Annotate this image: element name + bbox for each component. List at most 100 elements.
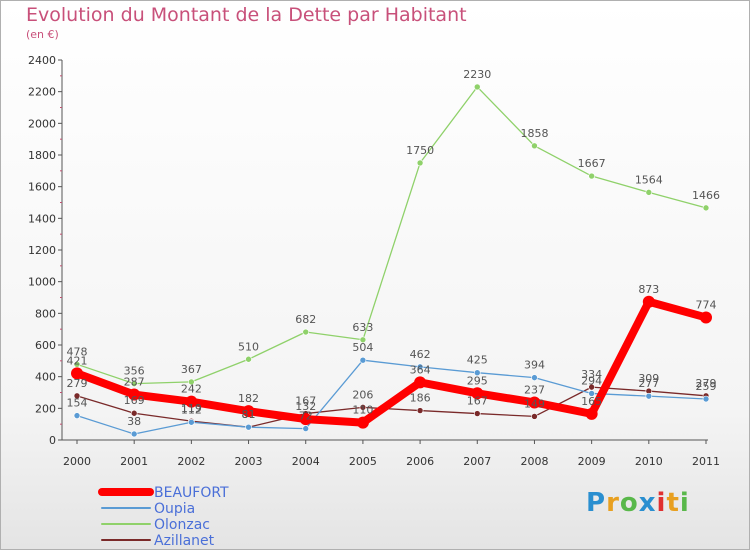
x-tick-label: 2010 — [635, 455, 663, 468]
data-label: 206 — [352, 388, 373, 401]
data-point — [416, 159, 424, 167]
axes: 0 200 400 600 800 1000 1200 1400 1600 1800 2000 220… — [28, 54, 720, 468]
data-point — [473, 83, 481, 91]
x-tick-label: 2003 — [235, 455, 263, 468]
data-label: 309 — [638, 372, 659, 385]
data-point — [416, 407, 424, 414]
data-point — [359, 404, 367, 411]
x-tick-label: 2008 — [520, 455, 548, 468]
data-point — [416, 363, 424, 371]
data-label: 259 — [696, 380, 717, 393]
data-point — [473, 410, 481, 417]
data-point — [414, 376, 427, 389]
data-label: 1667 — [578, 157, 606, 170]
data-point — [185, 395, 198, 408]
data-label: 149 — [524, 397, 545, 410]
data-point — [588, 383, 595, 391]
data-point — [245, 423, 252, 431]
series-line-beaufort — [73, 297, 710, 427]
data-point — [302, 425, 310, 432]
data-label: 367 — [181, 363, 202, 376]
proxiti-logo: Proxiti — [586, 488, 690, 518]
x-tick-label: 2000 — [63, 455, 91, 468]
legend-label-oupia: Oupia — [154, 501, 195, 517]
data-point — [531, 142, 538, 150]
data-label: 279 — [67, 377, 88, 390]
data-point — [645, 392, 653, 400]
data-point — [302, 328, 310, 336]
data-point — [471, 387, 484, 400]
data-label: 1750 — [406, 144, 434, 157]
data-label: 633 — [352, 321, 373, 334]
y-tick-label: 1000 — [28, 276, 56, 289]
data-label: 421 — [67, 354, 88, 367]
series-line-olonzac — [76, 86, 707, 385]
data-point — [73, 412, 81, 419]
data-label: 165 — [581, 395, 602, 408]
x-tick-label: 2001 — [120, 455, 148, 468]
y-tick-label: 2400 — [28, 54, 56, 67]
data-label: 279 — [696, 377, 717, 390]
x-tick-label: 2005 — [349, 455, 377, 468]
y-tick-label: 200 — [35, 402, 56, 415]
data-point — [531, 413, 538, 420]
data-point — [356, 416, 369, 429]
data-point — [73, 392, 81, 400]
data-point — [245, 355, 252, 363]
data-point — [242, 405, 255, 418]
data-point — [130, 380, 138, 387]
x-tick-label: 2002 — [177, 455, 205, 468]
data-point — [73, 361, 81, 368]
x-tick-label: 2007 — [463, 455, 491, 468]
y-tick-label: 400 — [35, 371, 56, 384]
data-point — [130, 409, 138, 417]
y-tick-label: 1200 — [28, 244, 56, 257]
data-label: 237 — [524, 383, 545, 396]
legend-label-beaufort: BEAUFORT — [154, 485, 229, 501]
data-label: 356 — [124, 365, 145, 378]
data-point — [588, 172, 595, 180]
data-point — [299, 413, 312, 426]
data-point — [528, 396, 541, 409]
data-point — [188, 378, 195, 386]
data-label: 81 — [242, 408, 256, 421]
data-label: 119 — [181, 402, 202, 415]
data-label: 38 — [127, 415, 141, 428]
data-label: 72 — [299, 410, 313, 423]
y-tick-label: 1400 — [28, 212, 56, 225]
data-point — [188, 418, 195, 426]
data-label: 510 — [238, 340, 259, 353]
data-label: 277 — [638, 377, 659, 390]
x-tick-label: 2011 — [692, 455, 720, 468]
data-label: 478 — [67, 345, 88, 358]
data-point — [71, 367, 83, 380]
data-label: 110 — [352, 404, 373, 417]
data-label: 364 — [410, 363, 431, 376]
data-label: 334 — [581, 368, 602, 381]
data-point — [588, 390, 595, 397]
data-label: 287 — [124, 376, 145, 389]
legend-label-azillanet: Azillanet — [154, 533, 215, 549]
data-point — [359, 336, 367, 344]
data-label: 154 — [67, 397, 88, 410]
data-label: 112 — [181, 403, 202, 416]
data-label: 504 — [352, 341, 373, 354]
data-point — [359, 356, 367, 364]
y-tick-label: 1800 — [28, 149, 56, 162]
y-tick-label: 1600 — [28, 181, 56, 194]
data-label: 182 — [238, 392, 259, 405]
data-label: 394 — [524, 359, 545, 372]
x-tick-label: 2004 — [292, 455, 320, 468]
data-point — [473, 369, 481, 377]
data-label: 425 — [467, 354, 488, 367]
data-label: 462 — [410, 348, 431, 361]
data-label: 774 — [696, 298, 717, 311]
data-label: 167 — [467, 395, 488, 408]
data-label: 81 — [242, 408, 256, 421]
data-point — [585, 407, 598, 420]
data-labels: 421 287 242 182 132 110 364 295 237 165 873 774 154 3… — [67, 68, 721, 428]
legend-label-olonzac: Olonzac — [154, 517, 210, 533]
data-point — [531, 374, 538, 381]
data-label: 295 — [467, 374, 488, 387]
